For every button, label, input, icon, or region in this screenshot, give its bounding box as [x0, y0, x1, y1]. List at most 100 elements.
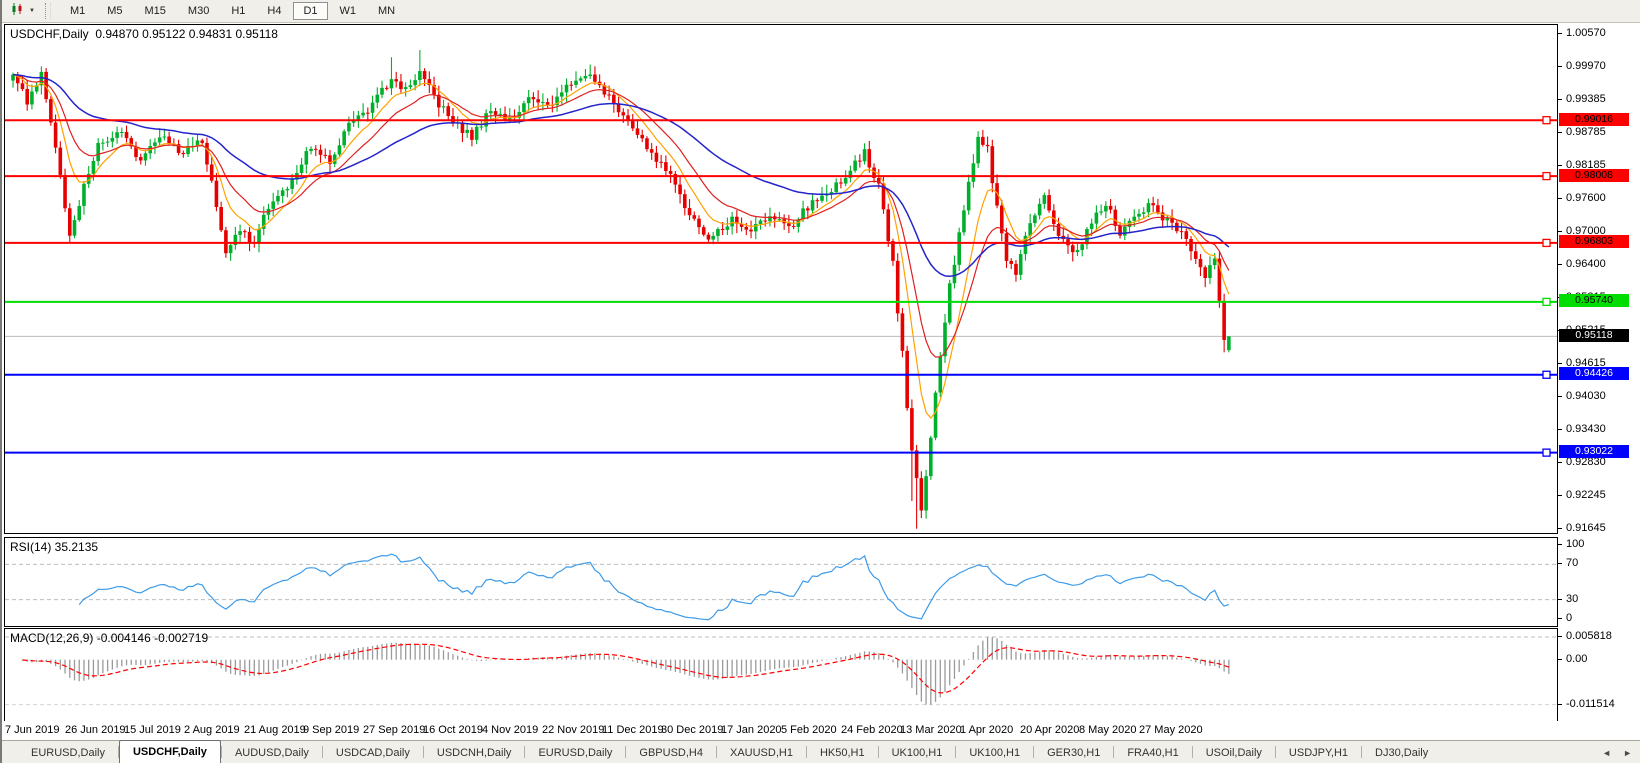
axis-tick-mark — [1558, 165, 1562, 166]
chart-tab-ger30-h1[interactable]: GER30,H1 — [1047, 747, 1101, 759]
date-axis-label: 7 Jun 2019 — [5, 724, 60, 736]
price-axis-label: 0.91645 — [1566, 522, 1606, 534]
date-axis-label: 4 Nov 2019 — [482, 724, 539, 736]
chart-tab-audusd-daily[interactable]: AUDUSD,Daily — [234, 747, 309, 759]
candlestick-chart-icon — [10, 2, 26, 21]
chart-tab-uk100-h1[interactable]: UK100,H1 — [891, 747, 943, 759]
tab-separator — [1274, 746, 1276, 758]
chart-tab-gbpusd-h4[interactable]: GBPUSD,H4 — [639, 747, 703, 759]
moving-average-fast — [12, 74, 1230, 419]
price-axis-label: 0.92830 — [1566, 456, 1606, 468]
toolbar-grip[interactable] — [44, 3, 51, 19]
tab-separator — [321, 746, 323, 758]
hline-handle[interactable] — [1542, 238, 1551, 248]
timeframe-button-w1[interactable]: W1 — [339, 5, 357, 17]
tab-separator — [955, 746, 957, 758]
timeframe-button-m30[interactable]: M30 — [187, 5, 210, 17]
chart-tab-usoil-daily[interactable]: USOil,Daily — [1205, 747, 1262, 759]
price-axis-label: 0.92245 — [1566, 489, 1606, 501]
price-axis-label: 0.94615 — [1566, 357, 1606, 369]
tab-scroll-left-icon[interactable]: ◄ — [1602, 748, 1612, 758]
chart-region: USDCHF,Daily 0.94870 0.95122 0.94831 0.9… — [0, 23, 1640, 763]
moving-average-slow — [12, 73, 1230, 277]
date-axis-label: 26 Jun 2019 — [65, 724, 126, 736]
axis-tick-mark — [1558, 599, 1562, 600]
date-axis-label: 27 Sep 2019 — [363, 724, 426, 736]
macd-canvas[interactable] — [5, 629, 1557, 721]
axis-tick-mark — [1558, 429, 1562, 430]
axis-tick-mark — [1558, 396, 1562, 397]
hline-handle[interactable] — [1542, 448, 1551, 457]
timeframe-button-m1[interactable]: M1 — [69, 5, 86, 17]
macd-panel: MACD(12,26,9) -0.004146 -0.002719 — [4, 628, 1558, 722]
rsi-title: RSI(14) 35.2135 — [10, 540, 99, 554]
timeframe-button-h4[interactable]: H4 — [267, 5, 282, 17]
tab-separator — [1191, 746, 1193, 758]
chart-tab-fra40-h1[interactable]: FRA40,H1 — [1127, 747, 1179, 759]
window-left-edge — [0, 0, 2, 763]
axis-tick-mark — [1558, 33, 1562, 34]
main-chart-canvas[interactable] — [5, 25, 1557, 533]
date-axis-label: 15 Jul 2019 — [124, 724, 181, 736]
axis-tick-mark — [1558, 563, 1562, 564]
tab-separator — [715, 746, 717, 758]
date-axis-label: 13 Mar 2020 — [900, 724, 962, 736]
axis-tick-mark — [1558, 363, 1562, 364]
rsi-canvas[interactable] — [5, 538, 1557, 626]
chart-tab-usdcad-daily[interactable]: USDCAD,Daily — [335, 747, 410, 759]
price-level-label: 0.96803 — [1559, 235, 1629, 248]
hline-handle[interactable] — [1542, 297, 1551, 307]
tab-scroll-right-icon[interactable]: ► — [1623, 748, 1632, 758]
chart-tab-eurusd-daily[interactable]: EURUSD,Daily — [538, 747, 613, 759]
axis-tick-mark — [1558, 231, 1562, 232]
hline-handle[interactable] — [1542, 116, 1551, 125]
price-axis-label: 1.00570 — [1566, 27, 1606, 39]
chart-tab-usdjpy-h1[interactable]: USDJPY,H1 — [1288, 747, 1349, 759]
chart-tab-usdcnh-daily[interactable]: USDCNH,Daily — [436, 747, 512, 759]
chart-tab-xauusd-h1[interactable]: XAUUSD,H1 — [729, 747, 793, 759]
axis-tick-mark — [1558, 66, 1562, 67]
hline-handle[interactable] — [1542, 171, 1551, 181]
tab-separator — [877, 746, 879, 758]
rsi-axis-label: 30 — [1566, 593, 1579, 605]
date-axis-label: 9 Sep 2019 — [303, 724, 360, 736]
tab-separator — [220, 746, 222, 758]
axis-tick-mark — [1558, 704, 1562, 705]
rsi-line — [78, 553, 1230, 621]
timeframe-button-m5[interactable]: M5 — [107, 5, 123, 17]
price-axis-label: 0.99970 — [1566, 60, 1606, 72]
chart-tab-eurusd-daily[interactable]: EURUSD,Daily — [31, 747, 105, 759]
hline-handle[interactable] — [1542, 370, 1551, 379]
axis-tick-mark — [1558, 99, 1562, 100]
timeframe-button-m15[interactable]: M15 — [144, 5, 166, 17]
date-axis-label: 22 Nov 2019 — [542, 724, 605, 736]
timeframe-button-h1[interactable]: H1 — [231, 5, 246, 17]
price-axis-label: 0.97000 — [1566, 225, 1606, 237]
axis-tick-mark — [1558, 495, 1562, 496]
axis-tick-mark — [1558, 618, 1562, 619]
chart-tab-usdchf-daily[interactable]: USDCHF,Daily — [118, 740, 221, 763]
axis-tick-mark — [1558, 264, 1562, 265]
chart-type-button[interactable]: ▼ — [6, 0, 39, 23]
axis-tick-mark — [1558, 462, 1562, 463]
tab-separator — [117, 746, 119, 758]
date-axis-label: 21 Aug 2019 — [244, 724, 306, 736]
moving-average-medium — [12, 74, 1230, 358]
timeframe-button-d1[interactable]: D1 — [293, 2, 328, 20]
main-chart-title: USDCHF,Daily 0.94870 0.95122 0.94831 0.9… — [10, 27, 278, 41]
date-axis: 7 Jun 2019 26 Jun 2019 15 Jul 2019 2 Aug 20… — [4, 721, 1558, 740]
main-chart-panel: USDCHF,Daily 0.94870 0.95122 0.94831 0.9… — [4, 24, 1558, 534]
date-axis-label: 1 Apr 2020 — [960, 724, 1014, 736]
chart-tab-hk50-h1[interactable]: HK50,H1 — [819, 747, 865, 759]
chart-tab-dj30-daily[interactable]: DJ30,Daily — [1375, 747, 1429, 759]
date-axis-label: 30 Dec 2019 — [661, 724, 724, 736]
price-axis-label: 0.93430 — [1566, 423, 1606, 435]
rsi-axis-label: 0 — [1566, 612, 1573, 624]
chart-tab-uk100-h1[interactable]: UK100,H1 — [969, 747, 1021, 759]
date-axis-label: 11 Dec 2019 — [602, 724, 664, 736]
timeframe-button-mn[interactable]: MN — [378, 5, 396, 17]
axis-tick-mark — [1558, 132, 1562, 133]
date-axis-label: 17 Jan 2020 — [721, 724, 782, 736]
tab-separator — [524, 746, 526, 758]
macd-title: MACD(12,26,9) -0.004146 -0.002719 — [10, 631, 209, 645]
